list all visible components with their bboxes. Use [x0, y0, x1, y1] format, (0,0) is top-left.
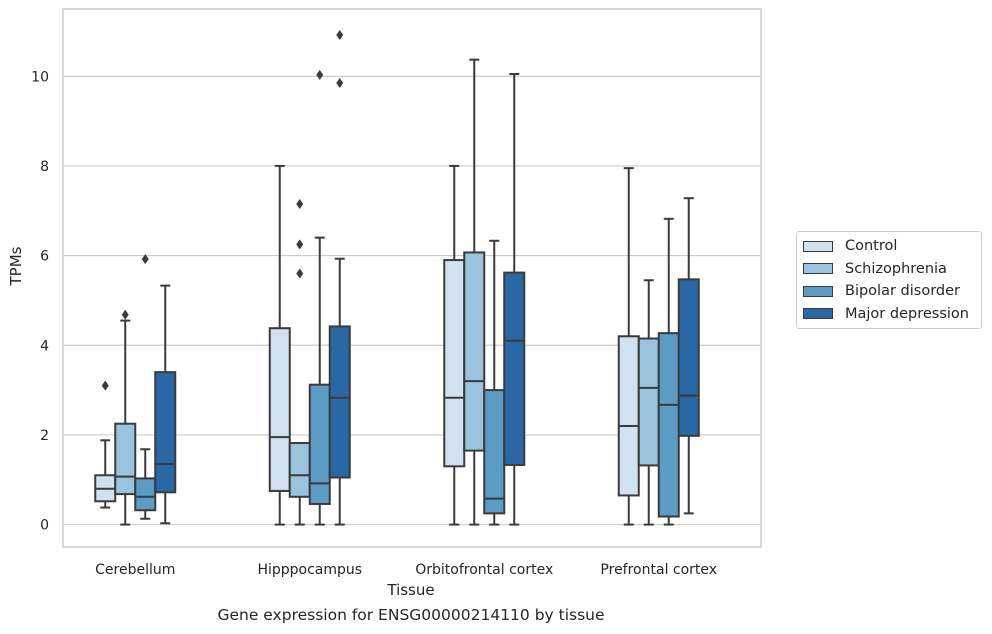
box-body	[463, 251, 486, 452]
box-body	[308, 383, 331, 505]
box-bipolar-disorder	[134, 254, 157, 520]
x-axis-label: Tissue	[386, 581, 434, 599]
box-bipolar-disorder	[308, 69, 331, 526]
legend-item: Bipolar disorder	[797, 280, 981, 303]
plot-area-frame	[62, 8, 762, 548]
outlier-point	[101, 380, 109, 391]
outlier-point	[141, 254, 149, 265]
outlier-point	[296, 199, 304, 210]
box-body	[657, 332, 680, 518]
outlier-point	[296, 239, 304, 250]
y-tick-label: 6	[40, 249, 49, 265]
y-tick-label: 8	[40, 159, 49, 175]
box-major-depression	[328, 30, 351, 526]
box-body	[154, 371, 177, 494]
box-major-depression	[154, 284, 177, 525]
box-control	[617, 167, 640, 526]
y-tick-label: 10	[31, 69, 49, 85]
outlier-point	[316, 69, 324, 80]
box-layer	[94, 30, 700, 526]
x-tick-labels: Cerebellum Hipppocampus Orbitofrontal cort…	[95, 562, 717, 578]
box-control	[268, 164, 291, 526]
outlier-point	[336, 77, 344, 88]
legend-swatch	[803, 263, 833, 275]
legend-label: Schizophrenia	[845, 260, 947, 277]
legend: Control Schizophrenia Bipolar disorder Majo…	[796, 231, 982, 329]
box-body	[328, 325, 351, 479]
chart-caption: Gene expression for ENSG00000214110 by t…	[217, 606, 605, 624]
box-body	[443, 259, 466, 468]
legend-item: Control	[797, 235, 981, 258]
box-schizophrenia	[288, 199, 311, 526]
box-body	[637, 337, 660, 467]
legend-swatch	[803, 285, 833, 297]
y-tick-labels: 0 2 4 6 8 10	[31, 69, 49, 533]
x-tick-label: Prefrontal cortex	[600, 562, 717, 578]
box-body	[677, 278, 700, 437]
box-control	[94, 380, 117, 509]
x-tick-label: Cerebellum	[95, 562, 175, 578]
x-tick-label: Hipppocampus	[257, 562, 362, 578]
y-tick-label: 2	[40, 428, 49, 444]
box-bipolar-disorder	[483, 239, 506, 526]
box-schizophrenia	[637, 279, 660, 526]
outlier-point	[121, 309, 129, 320]
legend-swatch	[803, 240, 833, 252]
legend-item: Major depression	[797, 303, 981, 326]
y-tick-label: 0	[40, 518, 49, 534]
box-major-depression	[503, 73, 526, 526]
box-body	[134, 477, 157, 512]
box-control	[443, 164, 466, 526]
x-tick-label: Orbitofrontal cortex	[415, 562, 553, 578]
box-body	[617, 335, 640, 497]
legend-label: Major depression	[845, 305, 969, 322]
box-body	[503, 271, 526, 466]
box-body	[268, 327, 291, 492]
box-schizophrenia	[114, 309, 137, 526]
box-body	[288, 441, 311, 498]
box-major-depression	[677, 197, 700, 515]
box-bipolar-disorder	[657, 217, 680, 526]
y-axis-label: TPMs	[7, 246, 25, 286]
legend-item: Schizophrenia	[797, 258, 981, 281]
legend-label: Control	[845, 238, 898, 255]
legend-label: Bipolar disorder	[845, 283, 960, 300]
legend-swatch	[803, 308, 833, 320]
box-body	[114, 422, 137, 496]
box-schizophrenia	[463, 58, 486, 526]
outlier-point	[296, 268, 304, 279]
y-tick-label: 4	[40, 338, 49, 354]
box-body	[483, 389, 506, 515]
outlier-point	[336, 30, 344, 41]
